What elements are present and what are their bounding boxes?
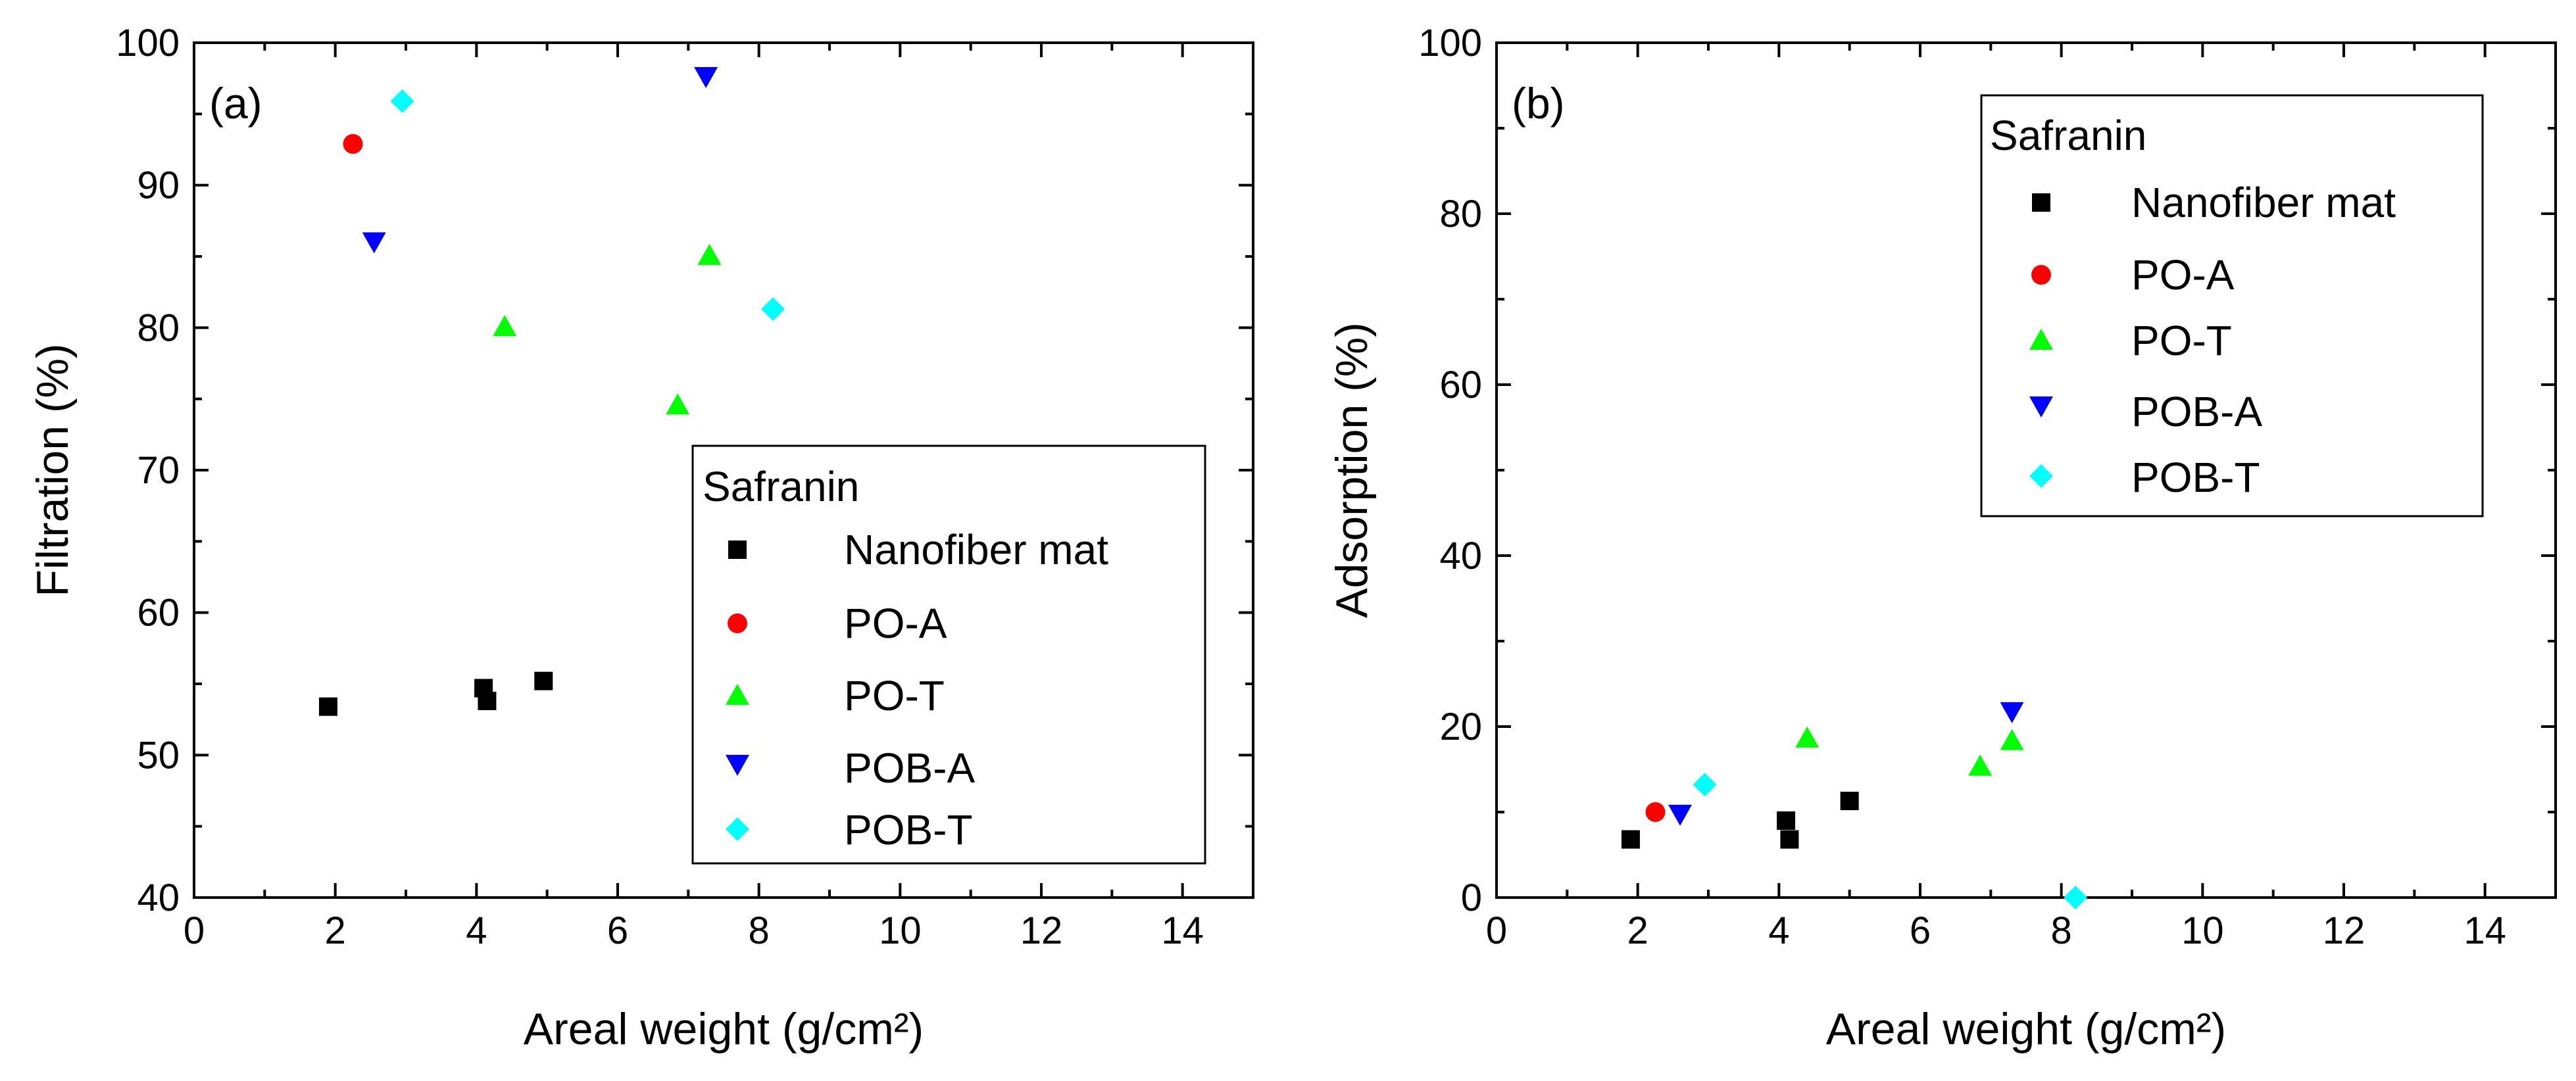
y-tick-label: 0	[1461, 877, 1482, 919]
x-tick-label: 10	[879, 909, 922, 952]
legend-label: Nanofiber mat	[2131, 179, 2396, 226]
y-tick-labels: 40 50 60 70 80 90 100	[116, 22, 180, 919]
y-tick-label: 90	[137, 164, 180, 207]
y-tick-label: 80	[137, 306, 180, 349]
x-tick-label: 8	[2051, 909, 2072, 952]
x-tick-label: 2	[1627, 909, 1648, 952]
data-point-pob-a	[362, 232, 386, 253]
x-tick-label: 14	[2464, 909, 2506, 952]
x-axis-title: Areal weight (g/cm²)	[524, 1004, 924, 1054]
data-point-pob-t	[761, 297, 785, 321]
panel-label: (a)	[209, 79, 262, 128]
data-point-nanofiber-mat	[1622, 830, 1640, 849]
y-tick-label: 70	[137, 449, 180, 492]
x-tick-label: 8	[749, 909, 770, 952]
legend-title: Safranin	[1990, 112, 2146, 159]
panel-b: 0 2 4 6 8 10 12 14 0 20 40 60 80 100 (b) Areal weigh…	[1327, 22, 2556, 1054]
y-tick-label: 100	[1418, 22, 1482, 64]
x-tick-label: 0	[1486, 909, 1507, 952]
legend: Safranin Nanofiber mat PO-A PO-T POB-A P…	[693, 446, 1205, 863]
data-point-po-t	[1968, 755, 1992, 776]
data-point-nanofiber-mat	[1777, 811, 1795, 830]
x-tick-label: 12	[1020, 909, 1063, 952]
data-point-nanofiber-mat	[478, 692, 496, 710]
legend: Safranin Nanofiber mat PO-A PO-T POB-A P…	[1981, 95, 2483, 516]
data-point-nanofiber-mat	[319, 698, 337, 716]
data-point-po-t	[666, 393, 689, 414]
legend-label: PO-T	[844, 672, 945, 719]
legend-label: PO-A	[2131, 251, 2235, 299]
data-point-pob-t	[2064, 886, 2087, 909]
y-tick-label: 60	[1439, 364, 1482, 406]
data-point-pob-t	[1693, 773, 1717, 796]
data-point-pob-a	[2000, 702, 2024, 723]
legend-label: POB-A	[2131, 388, 2262, 435]
legend-label: Nanofiber mat	[844, 526, 1108, 573]
x-tick-label: 4	[1768, 909, 1789, 952]
x-tick-label: 12	[2323, 909, 2365, 952]
data-points	[1622, 702, 2087, 909]
data-point-po-a	[1646, 802, 1666, 822]
data-point-pob-a	[1668, 805, 1692, 826]
y-tick-label: 80	[1439, 193, 1482, 235]
x-tick-labels: 0 2 4 6 8 10 12 14	[1486, 909, 2506, 952]
legend-marker-circle	[2031, 265, 2051, 285]
x-tick-label: 14	[1161, 909, 1204, 952]
panel-a: 0 2 4 6 8 10 12 14 40 50 60 70 80 90 100 (a) Areal we…	[28, 22, 1253, 1054]
y-tick-label: 20	[1439, 706, 1482, 748]
data-point-po-t	[698, 244, 722, 265]
legend-marker-square	[2032, 193, 2050, 212]
data-point-po-a	[343, 134, 363, 154]
y-axis-title: Filtration (%)	[28, 343, 78, 596]
legend-label: POB-T	[2131, 454, 2260, 501]
legend-marker-circle	[728, 613, 747, 633]
data-point-nanofiber-mat	[1841, 792, 1859, 810]
y-tick-label: 100	[116, 22, 180, 64]
data-point-pob-t	[391, 89, 414, 113]
y-tick-label: 60	[137, 592, 180, 635]
legend-label: POB-T	[844, 806, 973, 853]
y-tick-label: 40	[1439, 535, 1482, 577]
y-tick-labels: 0 20 40 60 80 100	[1418, 22, 1482, 919]
x-tick-label: 6	[607, 909, 628, 952]
data-point-nanofiber-mat	[1780, 830, 1798, 849]
y-tick-label: 50	[137, 734, 180, 777]
x-tick-labels: 0 2 4 6 8 10 12 14	[184, 909, 1204, 952]
y-tick-label: 40	[137, 877, 180, 919]
x-tick-label: 0	[184, 909, 205, 952]
data-point-po-t	[493, 315, 516, 336]
data-point-pob-a	[694, 67, 718, 88]
legend-label: POB-A	[844, 744, 975, 792]
data-point-po-t	[1795, 727, 1819, 748]
legend-marker-square	[728, 540, 747, 559]
x-tick-label: 10	[2181, 909, 2224, 952]
x-tick-label: 2	[325, 909, 346, 952]
legend-title: Safranin	[703, 463, 859, 510]
figure: 0 2 4 6 8 10 12 14 405060708090100 (a) Areal we…	[0, 0, 2576, 1081]
data-point-po-t	[2000, 729, 2024, 750]
legend-label: PO-T	[2131, 317, 2232, 364]
data-point-nanofiber-mat	[534, 672, 553, 690]
y-axis-title: Adsorption (%)	[1327, 322, 1377, 618]
x-tick-label: 6	[1910, 909, 1931, 952]
legend-label: PO-A	[844, 600, 947, 647]
panel-label: (b)	[1512, 79, 1565, 128]
x-tick-label: 4	[466, 909, 487, 952]
x-axis-title: Areal weight (g/cm²)	[1826, 1004, 2226, 1054]
